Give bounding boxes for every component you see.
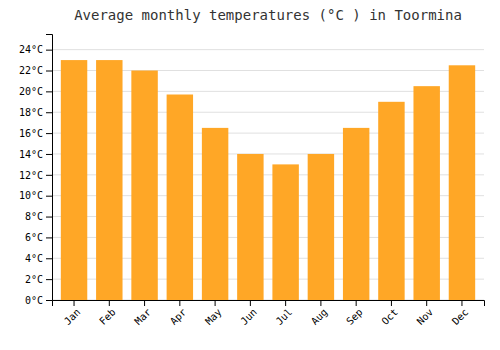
bar — [237, 154, 263, 300]
y-tick: 6°C — [25, 232, 52, 243]
y-tick: 14°C — [19, 149, 52, 160]
x-tick-label: Sep — [344, 306, 365, 327]
x-tick-label: Oct — [379, 306, 400, 327]
y-tick-label: 10°C — [19, 190, 43, 201]
y-tick-label: 20°C — [19, 86, 43, 97]
x-tick: Nov — [415, 300, 436, 327]
x-tick: Sep — [344, 300, 365, 327]
x-tick-mark — [250, 300, 251, 306]
x-tick-mark — [320, 300, 321, 306]
y-tick: 10°C — [19, 190, 52, 201]
x-tick-label: Jan — [62, 306, 83, 327]
y-tick-mark — [46, 154, 52, 155]
y-tick-mark — [46, 217, 52, 218]
y-tick-label: 18°C — [19, 107, 43, 118]
x-tick-mark — [391, 300, 392, 306]
x-tick-label: Apr — [168, 306, 189, 327]
y-tick-label: 0°C — [25, 295, 43, 306]
y-tick-mark — [46, 112, 52, 113]
chart-title: Average monthly temperatures (°C ) in To… — [74, 7, 462, 23]
x-tick-mark — [179, 300, 180, 306]
bar — [272, 164, 298, 300]
y-tick-mark — [46, 237, 52, 238]
x-tick-label: May — [203, 306, 224, 327]
y-tick-label: 22°C — [19, 65, 43, 76]
grid-line — [52, 49, 484, 50]
y-tick: 4°C — [25, 253, 52, 264]
x-tick: Apr — [168, 300, 189, 327]
y-tick-mark — [46, 175, 52, 176]
x-tick: Feb — [97, 300, 118, 327]
x-tick-label: Feb — [97, 306, 118, 327]
x-tick-label: Jul — [274, 306, 295, 327]
y-tick-mark — [46, 91, 52, 92]
bar — [308, 154, 334, 300]
y-tick: 16°C — [19, 128, 52, 139]
y-tick-label: 4°C — [25, 253, 43, 264]
bar — [449, 65, 475, 300]
x-tick-mark — [144, 300, 145, 306]
y-tick: 20°C — [19, 86, 52, 97]
y-tick: 0°C — [25, 295, 52, 306]
x-tick-label: Mar — [133, 306, 154, 327]
y-tick: 22°C — [19, 65, 52, 76]
bar — [131, 71, 157, 300]
y-tick-label: 6°C — [25, 232, 43, 243]
y-axis: 0°C 2°C 4°C 6°C 8°C 10°C 12°C 14°C 16°C 18°C 20°C 2… — [19, 35, 53, 306]
x-tick: Jan — [62, 300, 83, 327]
y-tick-mark — [46, 133, 52, 134]
x-axis: Jan Feb Mar Apr May Jun Jul Aug Sep Oct Nov Dec — [53, 300, 485, 327]
x-tick-label: Aug — [309, 306, 330, 327]
y-tick-mark — [46, 279, 52, 280]
x-tick: Jul — [274, 300, 295, 327]
y-tick: 12°C — [19, 170, 52, 181]
x-tick: May — [203, 300, 224, 327]
bars — [61, 60, 475, 300]
chart-container: 0°C 2°C 4°C 6°C 8°C 10°C 12°C 14°C 16°C 18°C 20°C 2… — [0, 0, 500, 350]
x-tick: Jun — [238, 300, 259, 327]
y-tick-label: 12°C — [19, 170, 43, 181]
y-tick: 2°C — [25, 274, 52, 285]
bar — [202, 128, 228, 300]
plot-area: 0°C 2°C 4°C 6°C 8°C 10°C 12°C 14°C 16°C 18°C 20°C 2… — [19, 35, 485, 327]
x-tick: Aug — [309, 300, 330, 327]
x-tick-mark — [109, 300, 110, 306]
y-axis-line — [46, 35, 53, 301]
x-axis-line — [53, 301, 485, 307]
y-tick-mark — [46, 50, 52, 51]
y-tick: 18°C — [19, 107, 52, 118]
chart-svg: 0°C 2°C 4°C 6°C 8°C 10°C 12°C 14°C 16°C 18°C 20°C 2… — [0, 0, 500, 350]
x-tick-mark — [74, 300, 75, 306]
x-tick-label: Jun — [238, 306, 259, 327]
y-tick-label: 16°C — [19, 128, 43, 139]
y-tick-mark — [46, 196, 52, 197]
grid — [52, 50, 484, 300]
y-tick: 8°C — [25, 211, 52, 222]
bar — [61, 60, 87, 300]
x-tick: Mar — [133, 300, 154, 327]
x-tick-label: Nov — [415, 306, 436, 327]
y-tick-mark — [46, 300, 52, 301]
y-tick-label: 2°C — [25, 274, 43, 285]
bar — [167, 95, 193, 300]
x-tick-mark — [285, 300, 286, 306]
bar — [343, 128, 369, 300]
y-tick-label: 8°C — [25, 211, 43, 222]
y-tick-label: 24°C — [19, 44, 43, 55]
x-tick: Dec — [450, 300, 471, 327]
y-tick: 24°C — [19, 44, 52, 55]
x-tick-label: Dec — [450, 306, 471, 327]
y-tick-label: 14°C — [19, 149, 43, 160]
y-tick-mark — [46, 258, 52, 259]
bar — [378, 102, 404, 300]
x-tick: Oct — [379, 300, 400, 327]
x-tick-mark — [461, 300, 462, 306]
bar — [413, 86, 439, 300]
y-tick-mark — [46, 71, 52, 72]
x-tick-mark — [426, 300, 427, 306]
x-tick-mark — [356, 300, 357, 306]
x-tick-mark — [215, 300, 216, 306]
bar — [96, 60, 122, 300]
